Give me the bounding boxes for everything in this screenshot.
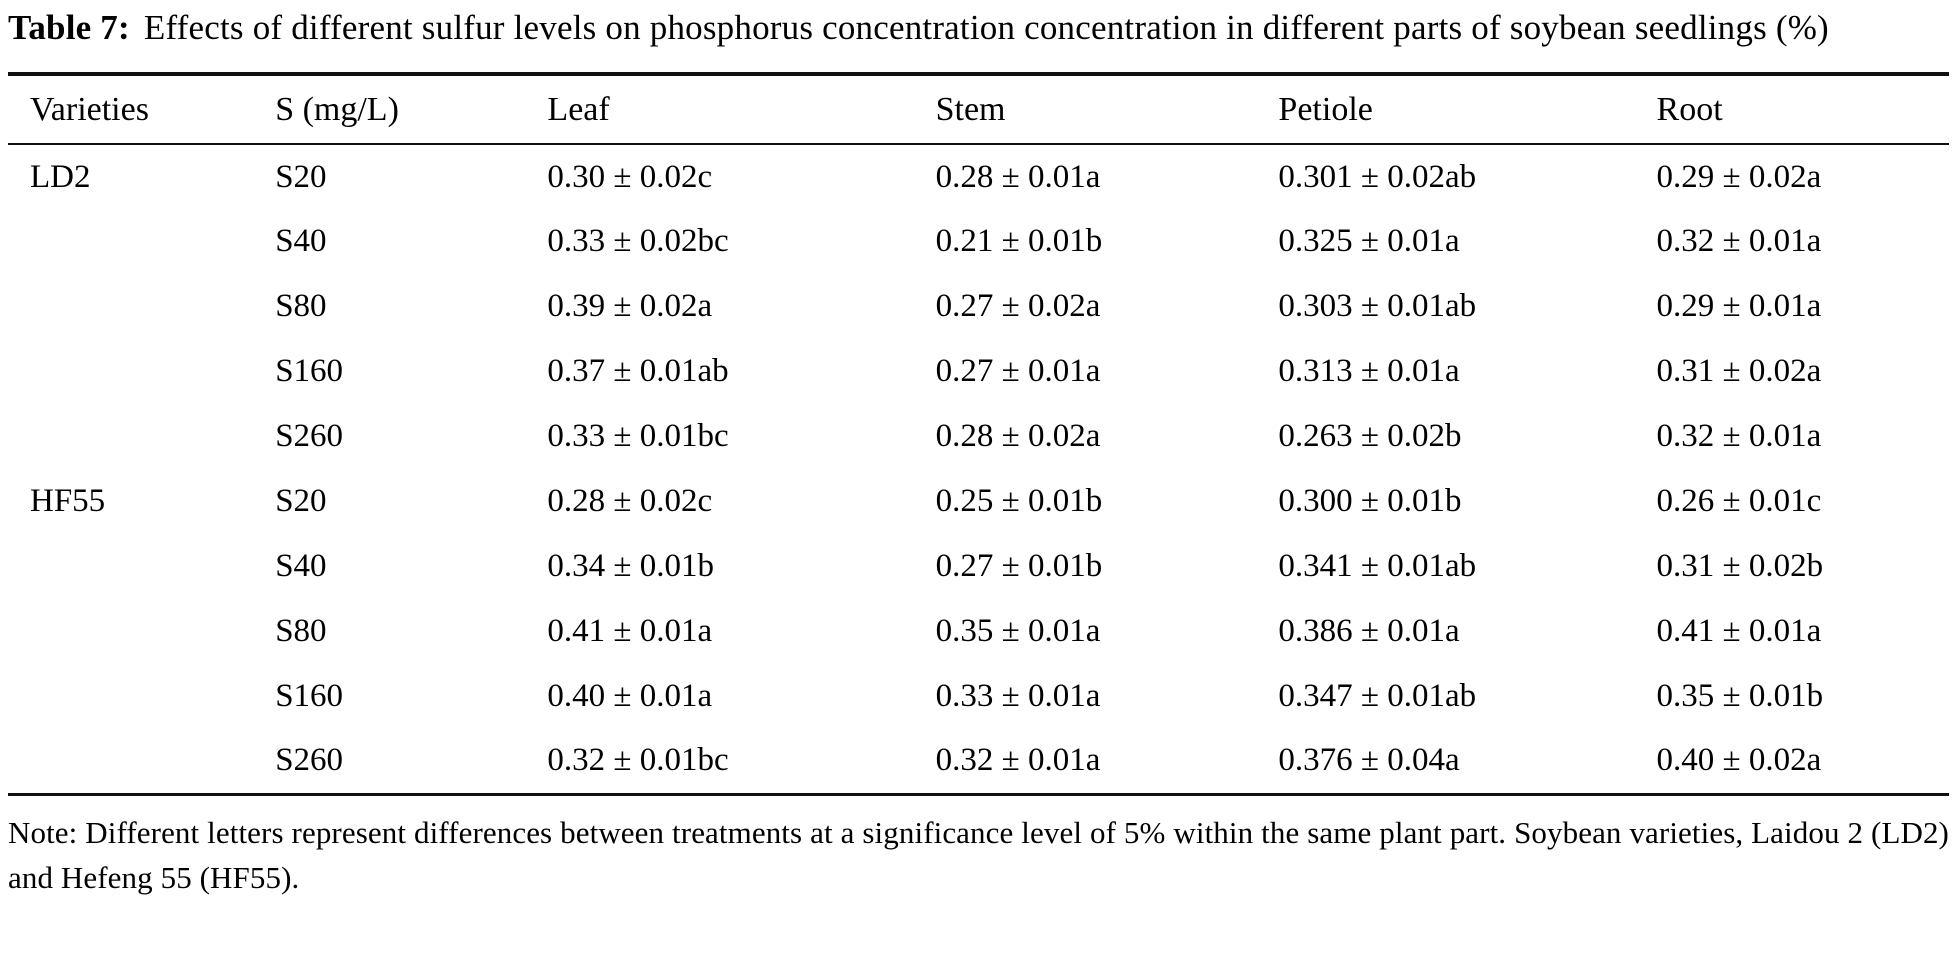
table-row: S80 0.41 ± 0.01a 0.35 ± 0.01a 0.386 ± 0.01a… (8, 599, 1949, 664)
table-body: LD2 S20 0.30 ± 0.02c 0.28 ± 0.01a 0.301 ± 0.… (8, 144, 1949, 794)
cell-petiole: 0.376 ± 0.04a (1278, 742, 1460, 779)
cell-variety (8, 534, 275, 599)
cell-petiole: 0.301 ± 0.02ab (1278, 158, 1477, 195)
cell-root: 0.35 ± 0.01b (1656, 678, 1824, 714)
cell-root: 0.40 ± 0.02a (1656, 742, 1822, 779)
cell-root: 0.32 ± 0.01a (1656, 418, 1822, 454)
cell-s-level: S160 (275, 353, 344, 389)
cell-root: 0.41 ± 0.01a (1656, 613, 1822, 649)
cell-petiole: 0.325 ± 0.01a (1278, 223, 1460, 259)
cell-root: 0.26 ± 0.01c (1656, 483, 1822, 519)
table-row: HF55 S20 0.28 ± 0.02c 0.25 ± 0.01b 0.300 ± 0… (8, 469, 1949, 534)
cell-s-level: S80 (275, 613, 327, 649)
table-row: S40 0.34 ± 0.01b 0.27 ± 0.01b 0.341 ± 0.01a… (8, 534, 1949, 599)
table-row: S160 0.40 ± 0.01a 0.33 ± 0.01a 0.347 ± 0.01… (8, 664, 1949, 729)
cell-stem: 0.27 ± 0.01b (935, 548, 1103, 584)
cell-stem: 0.21 ± 0.01b (935, 223, 1103, 259)
cell-s-level: S80 (275, 288, 327, 324)
cell-s-level: S20 (275, 483, 327, 519)
cell-s-level: S20 (275, 158, 327, 195)
cell-leaf: 0.28 ± 0.02c (547, 483, 713, 519)
cell-leaf: 0.32 ± 0.01bc (547, 742, 729, 779)
cell-leaf: 0.33 ± 0.01bc (547, 418, 729, 454)
cell-leaf: 0.39 ± 0.02a (547, 288, 713, 324)
column-header-s-level: S (mg/L) (275, 90, 399, 128)
cell-stem: 0.25 ± 0.01b (935, 483, 1103, 519)
cell-variety: HF55 (30, 483, 106, 519)
column-header-leaf: Leaf (547, 90, 610, 128)
table-caption-label: Table 7: (8, 8, 130, 47)
cell-root: 0.31 ± 0.02b (1656, 548, 1824, 584)
cell-variety (8, 339, 275, 404)
cell-variety (8, 664, 275, 729)
cell-root: 0.29 ± 0.02a (1656, 158, 1822, 195)
column-header-varieties: Varieties (30, 90, 149, 128)
column-header-petiole: Petiole (1278, 90, 1373, 128)
cell-leaf: 0.34 ± 0.01b (547, 548, 715, 584)
data-table: Varieties S (mg/L) Leaf Stem Petiole Roo… (8, 72, 1949, 796)
cell-leaf: 0.40 ± 0.01a (547, 678, 713, 714)
cell-leaf: 0.37 ± 0.01ab (547, 353, 729, 389)
column-header-root: Root (1656, 90, 1723, 128)
table-row: S80 0.39 ± 0.02a 0.27 ± 0.02a 0.303 ± 0.01a… (8, 274, 1949, 339)
cell-stem: 0.28 ± 0.01a (935, 158, 1101, 195)
cell-stem: 0.33 ± 0.01a (935, 678, 1101, 714)
cell-petiole: 0.300 ± 0.01b (1278, 483, 1462, 519)
cell-petiole: 0.263 ± 0.02b (1278, 418, 1462, 454)
table-row: S160 0.37 ± 0.01ab 0.27 ± 0.01a 0.313 ± 0.0… (8, 339, 1949, 404)
cell-s-level: S40 (275, 223, 327, 259)
table-row: S40 0.33 ± 0.02bc 0.21 ± 0.01b 0.325 ± 0.01… (8, 209, 1949, 274)
table-caption-text: Effects of different sulfur levels on ph… (143, 8, 1829, 47)
cell-variety (8, 599, 275, 664)
cell-petiole: 0.347 ± 0.01ab (1278, 678, 1477, 714)
cell-stem: 0.28 ± 0.02a (935, 418, 1101, 454)
cell-variety: LD2 (30, 158, 91, 195)
cell-s-level: S40 (275, 548, 327, 584)
cell-root: 0.32 ± 0.01a (1656, 223, 1822, 259)
table-row: S260 0.33 ± 0.01bc 0.28 ± 0.02a 0.263 ± 0.0… (8, 404, 1949, 469)
cell-stem: 0.27 ± 0.01a (935, 353, 1101, 389)
cell-petiole: 0.386 ± 0.01a (1278, 613, 1460, 649)
cell-stem: 0.35 ± 0.01a (935, 613, 1101, 649)
cell-root: 0.31 ± 0.02a (1656, 353, 1822, 389)
cell-variety (8, 729, 275, 794)
cell-petiole: 0.303 ± 0.01ab (1278, 288, 1477, 324)
table-header-row: Varieties S (mg/L) Leaf Stem Petiole Roo… (8, 74, 1949, 144)
cell-petiole: 0.313 ± 0.01a (1278, 353, 1460, 389)
table-row: S260 0.32 ± 0.01bc 0.32 ± 0.01a 0.376 ± 0.0… (8, 729, 1949, 794)
table-header: Varieties S (mg/L) Leaf Stem Petiole Roo… (8, 74, 1949, 144)
cell-stem: 0.27 ± 0.02a (935, 288, 1101, 324)
cell-root: 0.29 ± 0.01a (1656, 288, 1822, 324)
cell-stem: 0.32 ± 0.01a (935, 742, 1101, 779)
cell-leaf: 0.30 ± 0.02c (547, 158, 713, 195)
table-row: LD2 S20 0.30 ± 0.02c 0.28 ± 0.01a 0.301 ± 0.… (8, 144, 1949, 209)
cell-s-level: S260 (275, 742, 344, 779)
cell-variety (8, 274, 275, 339)
cell-variety (8, 209, 275, 274)
table-caption: Table 7: Effects of different sulfur leve… (8, 2, 1949, 52)
cell-s-level: S160 (275, 678, 344, 714)
cell-petiole: 0.341 ± 0.01ab (1278, 548, 1477, 584)
cell-leaf: 0.33 ± 0.02bc (547, 223, 729, 259)
cell-leaf: 0.41 ± 0.01a (547, 613, 713, 649)
column-header-stem: Stem (935, 90, 1006, 128)
cell-variety (8, 404, 275, 469)
table-note: Note: Different letters represent differ… (8, 814, 1949, 895)
cell-s-level: S260 (275, 418, 344, 454)
